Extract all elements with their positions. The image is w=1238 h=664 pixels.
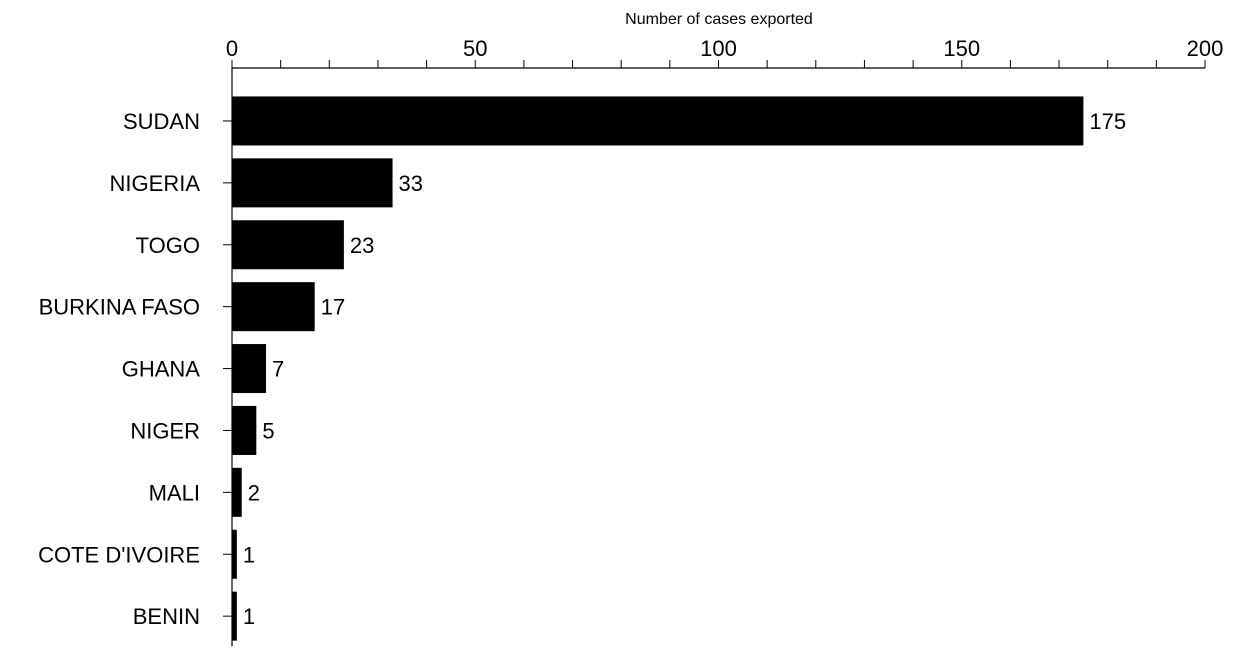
bar <box>232 344 267 394</box>
x-tick-label: 50 <box>463 36 487 61</box>
data-label: 2 <box>248 480 260 505</box>
bars-group: 175 33 23 17 7 5 2 1 1 <box>232 96 1126 641</box>
x-tick-label: 0 <box>226 36 238 61</box>
bar <box>232 467 242 517</box>
category-label: NIGERIA <box>110 171 201 196</box>
category-label: SUDAN <box>123 109 200 134</box>
data-label: 7 <box>272 357 284 382</box>
x-axis-title: Number of cases exported <box>625 11 813 28</box>
x-axis: 0 50 100 150 200 <box>226 36 1224 69</box>
category-label: MALI <box>149 480 200 505</box>
category-label: COTE D'IVOIRE <box>38 542 200 567</box>
data-label: 17 <box>321 295 345 320</box>
bar <box>232 282 315 332</box>
y-axis: SUDAN NIGERIA TOGO BURKINA FASO GHANA NIGER MA… <box>38 68 233 647</box>
x-tick-label: 100 <box>700 36 737 61</box>
data-label: 1 <box>243 542 255 567</box>
data-label: 1 <box>243 604 255 629</box>
category-label: NIGER <box>130 418 200 443</box>
bar <box>232 529 237 579</box>
x-tick-label: 200 <box>1187 36 1224 61</box>
data-label: 33 <box>399 171 423 196</box>
data-label: 5 <box>262 418 274 443</box>
bar <box>232 405 257 455</box>
category-label: TOGO <box>136 233 200 258</box>
data-label: 175 <box>1089 109 1126 134</box>
bar <box>232 591 237 641</box>
bar <box>232 158 393 208</box>
category-label: BENIN <box>133 604 200 629</box>
category-label: GHANA <box>122 357 201 382</box>
category-label: BURKINA FASO <box>39 295 200 320</box>
x-tick-label: 150 <box>943 36 980 61</box>
data-label: 23 <box>350 233 374 258</box>
bar <box>232 96 1084 146</box>
bar <box>232 220 344 270</box>
